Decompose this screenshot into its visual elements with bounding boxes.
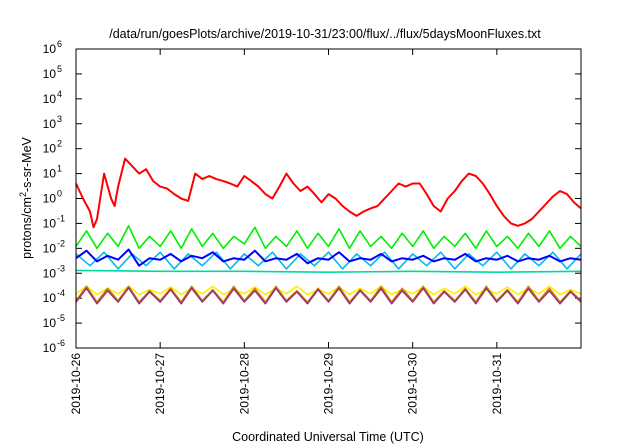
x-tick-label: 2019-10-26 xyxy=(69,353,83,415)
y-tick-label: 10 xyxy=(43,241,57,255)
x-tick-label: 2019-10-29 xyxy=(322,353,336,415)
y-tick-label: 10 xyxy=(43,266,57,280)
y-tick-base: 10 xyxy=(43,67,57,81)
y-tick-exponent: 4 xyxy=(57,89,62,99)
x-tick-label: 2019-10-28 xyxy=(237,353,251,415)
plot-frame xyxy=(75,48,582,349)
y-tick-label: 10 xyxy=(43,67,57,81)
x-axis-label: Coordinated Universal Time (UTC) xyxy=(232,430,424,444)
y-tick-label: 10 xyxy=(43,167,57,181)
y-tick-exponent: -5 xyxy=(57,313,65,323)
y-tick-label: 10 xyxy=(43,42,57,56)
y-tick-exponent: 0 xyxy=(57,189,62,199)
series-line-0 xyxy=(75,157,582,229)
y-tick-base: 10 xyxy=(43,192,57,206)
series-line-5 xyxy=(75,285,582,296)
y-tick-exponent: 1 xyxy=(57,164,62,174)
y-tick-label: 10 xyxy=(43,117,57,131)
series-layer xyxy=(75,157,582,305)
series-line-4 xyxy=(75,269,582,274)
y-tick-label: 10 xyxy=(43,316,57,330)
y-axis-label-main: protons/cm xyxy=(20,197,34,259)
y-tick-label: 10 xyxy=(43,192,57,206)
series-line-2 xyxy=(75,251,582,270)
x-tick-label: 2019-10-30 xyxy=(406,353,420,415)
y-tick-base: 10 xyxy=(43,167,57,181)
y-tick-exponent: 5 xyxy=(57,64,62,74)
series-line-3 xyxy=(75,248,582,267)
y-tick-label: 10 xyxy=(43,341,57,355)
y-axis-label-sup: 2 xyxy=(18,192,28,197)
y-tick-exponent: -6 xyxy=(57,338,65,348)
y-tick-base: 10 xyxy=(43,216,57,230)
y-tick-base: 10 xyxy=(43,266,57,280)
y-tick-exponent: -3 xyxy=(57,263,65,273)
y-tick-base: 10 xyxy=(43,117,57,131)
y-tick-base: 10 xyxy=(43,341,57,355)
series-line-6 xyxy=(75,285,582,303)
y-tick-base: 10 xyxy=(43,142,57,156)
series-line-1 xyxy=(75,225,582,250)
y-tick-label: 10 xyxy=(43,142,57,156)
x-tick-label: 2019-10-31 xyxy=(490,353,504,415)
y-tick-exponent: -4 xyxy=(57,288,65,298)
y-tick-exponent: 3 xyxy=(57,114,62,124)
series-line-7 xyxy=(75,286,582,305)
y-tick-label: 10 xyxy=(43,291,57,305)
y-axis-label-rest: -s-sr-MeV xyxy=(20,136,34,192)
y-tick-exponent: -2 xyxy=(57,238,65,248)
y-tick-exponent: 2 xyxy=(57,139,62,149)
y-tick-label: 10 xyxy=(43,216,57,230)
y-tick-base: 10 xyxy=(43,291,57,305)
chart-title: /data/run/goesPlots/archive/2019-10-31/2… xyxy=(109,27,541,41)
x-tick-label: 2019-10-27 xyxy=(153,353,167,415)
y-axis-label: protons/cm2-s-sr-MeV xyxy=(18,136,34,258)
x-axis-ticks: 2019-10-26 2019-10-27 2019-10-28 2019-10-29… xyxy=(69,49,504,414)
y-tick-exponent: 6 xyxy=(57,39,62,49)
y-tick-base: 10 xyxy=(43,241,57,255)
y-tick-label: 10 xyxy=(43,92,57,106)
y-tick-exponent: -1 xyxy=(57,213,65,223)
y-tick-base: 10 xyxy=(43,92,57,106)
y-tick-base: 10 xyxy=(43,316,57,330)
y-tick-base: 10 xyxy=(43,42,57,56)
